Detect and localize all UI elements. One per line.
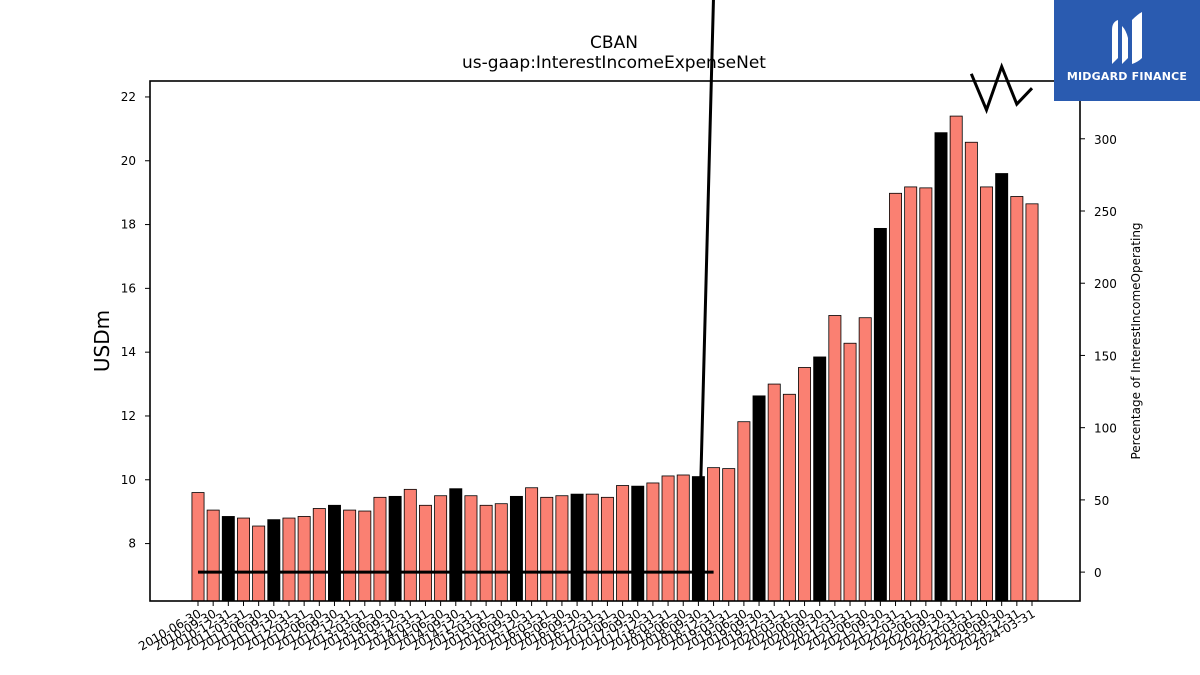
- bar-2011-06-30: [252, 525, 266, 602]
- y2-tick-label: 100: [1094, 422, 1117, 436]
- bar-2017-06-30: [616, 485, 630, 602]
- bar-2019-09-30: [752, 395, 766, 602]
- bar-2010-06-30: [191, 492, 205, 602]
- bar-2014-03-31: [418, 504, 432, 602]
- bar-2020-12-31: [828, 315, 842, 602]
- bar-2017-09-30: [631, 485, 645, 602]
- bar-2011-09-30: [267, 519, 281, 602]
- bar-2016-12-31: [585, 493, 599, 602]
- bar-2022-06-30: [919, 187, 933, 602]
- ratio-line-upper: [696, 0, 1034, 573]
- bar-2018-03-31: [661, 475, 675, 602]
- bar-2021-09-30: [873, 227, 887, 602]
- bar-2023-06-30: [980, 186, 993, 602]
- bar-2018-12-31: [707, 467, 721, 602]
- bar-2013-12-31: [403, 488, 417, 602]
- y-tick-label: 10: [121, 473, 136, 487]
- y-tick-label: 8: [128, 537, 136, 551]
- plot-frame: [149, 80, 1081, 602]
- bar-2020-06-30: [798, 367, 812, 602]
- bar-2021-06-30: [858, 317, 872, 602]
- y2-tick-label: 50: [1094, 494, 1109, 508]
- y-tick-label: 12: [121, 409, 136, 423]
- bar-2016-09-30: [570, 493, 584, 602]
- bar-2012-06-30: [312, 508, 326, 602]
- bar-2013-09-30: [388, 495, 402, 602]
- bar-2011-03-31: [237, 517, 250, 602]
- bar-2019-06-30: [737, 421, 751, 602]
- bar-2017-12-31: [646, 482, 660, 602]
- bar-2021-12-31: [889, 192, 902, 602]
- midgard-logo-icon: [1112, 12, 1142, 64]
- bar-2023-03-31: [964, 141, 978, 602]
- logo-name: MIDGARD FINANCE: [1066, 70, 1188, 83]
- bar-2019-12-31: [767, 383, 781, 602]
- bar-2012-09-30: [328, 504, 341, 602]
- bar-2024-03-31: [1025, 203, 1039, 602]
- bar-2022-09-30: [934, 132, 948, 602]
- bar-2023-12-31: [1010, 196, 1024, 602]
- bar-2019-03-31: [722, 468, 736, 602]
- bar-2012-12-31: [343, 509, 357, 602]
- bar-2021-03-31: [843, 342, 857, 602]
- y-tick-label: 16: [121, 281, 136, 295]
- bar-2017-03-31: [600, 496, 614, 602]
- bar-2022-12-31: [949, 115, 963, 602]
- midgard-logo: MIDGARD FINANCE: [1054, 0, 1200, 101]
- bar-2015-12-31: [525, 487, 539, 602]
- y2-axis-label: Percentage of InterestIncomeOperating: [1129, 222, 1143, 459]
- bar-2014-12-31: [464, 495, 478, 602]
- y-axis-label: USDm: [90, 310, 114, 372]
- y-tick-label: 18: [121, 218, 136, 232]
- y-tick-label: 22: [121, 90, 136, 104]
- chart-subtitle: us-gaap:InterestIncomeExpenseNet: [462, 53, 766, 73]
- bar-2023-09-30: [995, 173, 1009, 602]
- bar-2016-03-31: [540, 496, 554, 602]
- y2-tick-label: 300: [1094, 133, 1117, 147]
- y-tick-label: 20: [121, 154, 136, 168]
- y2-tick-label: 250: [1094, 205, 1117, 219]
- y2-tick-label: 0: [1094, 566, 1102, 580]
- bar-2013-03-31: [358, 510, 372, 602]
- bar-2013-06-30: [373, 496, 387, 602]
- bar-2015-06-30: [494, 503, 508, 602]
- y2-tick-label: 150: [1094, 349, 1117, 363]
- bar-2020-09-30: [813, 356, 827, 602]
- bar-2010-12-31: [221, 516, 235, 602]
- bar-2010-09-30: [206, 509, 220, 602]
- bar-series: [191, 115, 1039, 602]
- bar-2020-03-31: [782, 393, 796, 602]
- bar-2018-06-30: [676, 474, 690, 602]
- bar-2012-03-31: [297, 516, 311, 602]
- chart-title: CBAN: [590, 33, 638, 53]
- bar-2011-12-31: [282, 517, 296, 602]
- bar-2014-09-30: [449, 488, 463, 602]
- y2-tick-label: 200: [1094, 277, 1117, 291]
- bar-2022-03-31: [904, 186, 918, 602]
- bar-2015-03-31: [479, 504, 493, 602]
- ratio-line-series: [198, 0, 1034, 574]
- bar-2016-06-30: [555, 495, 569, 602]
- y-tick-label: 14: [121, 345, 136, 359]
- bar-2014-06-30: [434, 495, 448, 602]
- bar-2015-09-30: [509, 495, 523, 602]
- axis-ticks: 8101214161820220501001502002503002010-06…: [121, 90, 1117, 654]
